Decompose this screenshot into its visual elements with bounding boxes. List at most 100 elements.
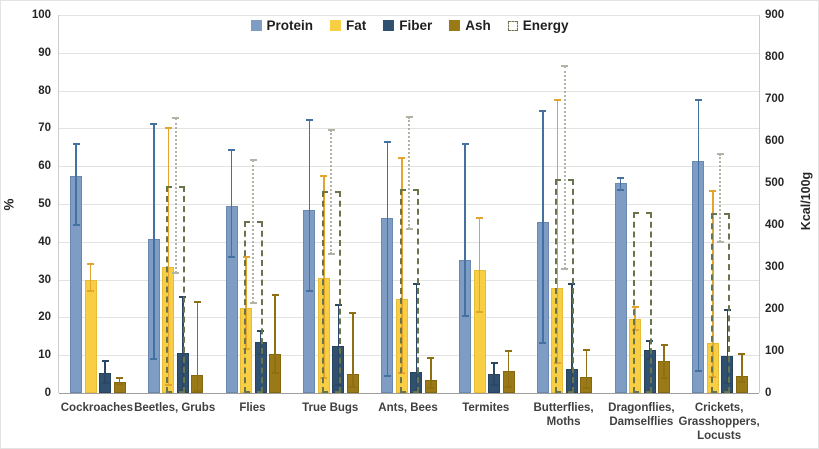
error-cap <box>305 289 313 292</box>
gridline <box>59 355 759 357</box>
error-bar-ash-dragonflies-damselflies <box>663 345 665 379</box>
left-axis-tick-label: 0 <box>44 387 51 399</box>
left-axis-tick-label: 30 <box>38 273 51 286</box>
left-axis-tick-label: 40 <box>38 235 51 248</box>
error-cap <box>553 98 561 101</box>
gridline <box>59 15 759 16</box>
error-cap <box>179 296 187 299</box>
category-label-ants-bees: Ants, Bees <box>378 402 438 414</box>
legend-label: Protein <box>266 18 313 33</box>
right-axis-tick-label: 800 <box>765 51 785 63</box>
right-axis-tick-label: 100 <box>765 345 785 357</box>
error-cap <box>271 371 279 374</box>
error-bar-fat-beetles-grubs <box>167 127 170 386</box>
legend-label: Energy <box>522 18 569 33</box>
error-bar-protein-ants-bees <box>386 142 388 376</box>
bar-energy-ants-bees <box>399 188 419 393</box>
error-bar-protein-true-bugs <box>308 120 311 291</box>
legend-label: Fiber <box>399 18 433 33</box>
error-cap <box>476 311 484 314</box>
error-cap <box>539 109 547 112</box>
right-axis-tick-label: 200 <box>765 303 785 315</box>
error-cap <box>646 340 654 343</box>
error-bar-ash-termites <box>507 351 510 387</box>
error-bar-fat-termites <box>478 217 481 313</box>
error-bar-fat-crickets-grasshoppers-locusts <box>712 191 714 377</box>
bar-energy-flies <box>243 220 263 393</box>
right-axis-tick-label: 0 <box>765 387 772 399</box>
error-cap <box>228 255 236 258</box>
error-cap <box>334 304 342 307</box>
error-cap <box>87 289 95 292</box>
error-bar-ash-butterflies-moths <box>585 349 588 388</box>
legend-swatch-fiber-icon <box>383 20 395 31</box>
gridline <box>59 241 759 243</box>
error-cap <box>568 283 576 286</box>
error-cap <box>412 282 420 285</box>
bar-energy-true-bugs <box>321 190 341 393</box>
error-cap <box>660 377 668 380</box>
error-bar-fiber-termites <box>493 363 495 385</box>
energy-error-bar-ants-bees <box>408 116 410 230</box>
error-cap <box>150 122 158 125</box>
error-bar-protein-beetles-grubs <box>153 123 155 359</box>
error-cap <box>320 376 328 379</box>
error-bar-protein-flies <box>230 149 233 257</box>
energy-error-cap <box>716 153 724 156</box>
energy-error-cap <box>405 115 413 118</box>
category-label-butterflies-moths: Butterflies, Moths <box>533 402 594 428</box>
error-cap <box>271 293 279 296</box>
error-bar-fiber-ants-bees <box>415 283 417 391</box>
right-axis-tick-label: 500 <box>765 177 785 189</box>
error-bar-protein-crickets-grasshoppers-locusts <box>697 100 700 372</box>
category-label-cockroaches: Cockroaches <box>60 402 133 414</box>
error-bar-fiber-dragonflies-damselflies <box>648 341 651 360</box>
energy-error-bar-flies <box>252 160 255 303</box>
error-bar-fiber-crickets-grasshoppers-locusts <box>726 309 729 383</box>
error-bar-fat-true-bugs <box>323 175 325 378</box>
error-bar-protein-cockroaches <box>75 144 77 225</box>
gridline <box>59 52 759 54</box>
error-bar-ash-flies <box>274 294 276 373</box>
bar-energy-beetles-grubs <box>166 186 186 393</box>
error-cap <box>101 381 109 384</box>
error-cap <box>116 383 124 386</box>
error-cap <box>87 263 95 266</box>
error-cap <box>461 143 469 146</box>
x-axis-line <box>59 393 759 394</box>
bar-energy-crickets-grasshoppers-locusts <box>710 213 730 393</box>
error-cap <box>738 381 746 384</box>
error-cap <box>539 342 547 345</box>
category-label-dragonflies-damselflies: Dragonflies, Damselflies <box>608 402 675 428</box>
error-cap <box>193 300 201 303</box>
error-cap <box>242 348 250 351</box>
energy-error-cap <box>327 129 335 132</box>
error-cap <box>305 119 313 122</box>
error-cap <box>383 374 391 377</box>
error-cap <box>398 371 406 374</box>
error-cap <box>709 375 717 378</box>
left-axis-tick-label: 70 <box>38 122 51 135</box>
legend-label: Ash <box>465 18 491 33</box>
error-bar-protein-dragonflies-damselflies <box>619 178 622 190</box>
error-cap <box>646 358 654 361</box>
error-bar-fiber-true-bugs <box>337 305 340 386</box>
error-bar-fat-flies <box>245 256 247 350</box>
error-cap <box>228 148 236 151</box>
error-cap <box>461 314 469 317</box>
left-axis-tick-label: 90 <box>38 46 51 59</box>
error-cap <box>694 99 702 102</box>
error-cap <box>72 223 80 226</box>
legend-label: Fat <box>345 18 367 33</box>
energy-error-cap <box>561 65 569 68</box>
error-cap <box>101 360 109 363</box>
error-cap <box>427 356 435 359</box>
energy-error-cap <box>327 253 335 256</box>
category-label-termites: Termites <box>462 402 510 414</box>
right-axis-tick-label: 600 <box>765 135 785 147</box>
error-bar-ash-true-bugs <box>352 313 354 388</box>
error-bar-fiber-butterflies-moths <box>571 284 573 391</box>
energy-error-bar-crickets-grasshoppers-locusts <box>719 154 722 242</box>
gridline <box>59 317 759 319</box>
